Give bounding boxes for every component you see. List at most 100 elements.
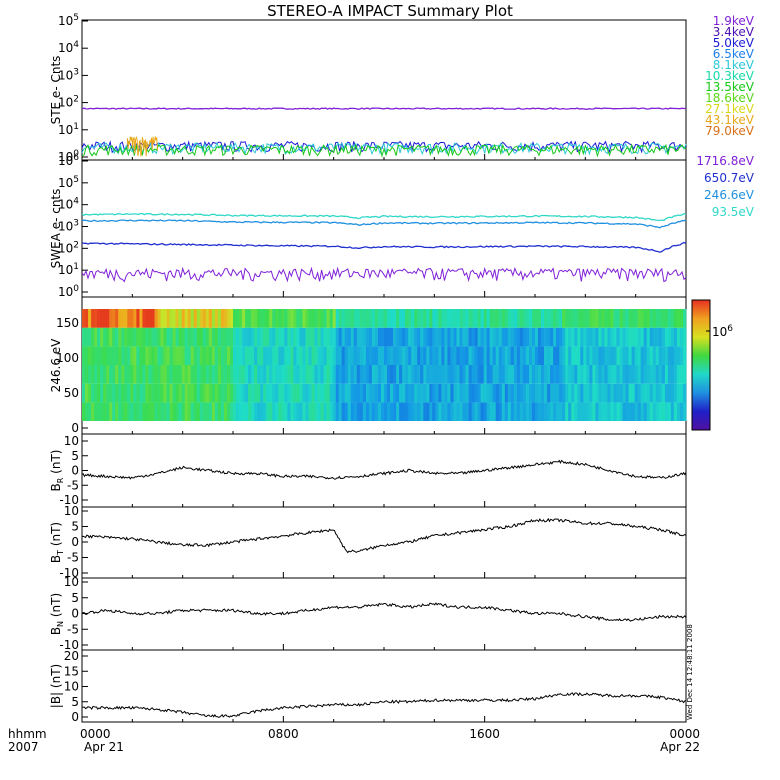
pad-cell <box>160 346 164 365</box>
pad-cell <box>399 383 403 403</box>
pad-cell <box>260 365 264 384</box>
pad-cell <box>281 327 285 347</box>
pad-cell <box>444 402 448 421</box>
pad-cell <box>154 327 158 347</box>
pad-cell <box>227 327 231 347</box>
pad-cell <box>353 327 358 347</box>
pad-cell <box>347 309 352 328</box>
pad-cell <box>302 402 306 421</box>
pad-cell <box>365 365 370 384</box>
pad-cell <box>640 383 645 403</box>
pad-cell <box>683 327 687 347</box>
pad-cell <box>296 327 300 347</box>
pad-cell <box>402 346 406 365</box>
pad-cell <box>281 383 285 403</box>
pad-cell <box>353 346 358 365</box>
pad-cell <box>628 383 632 403</box>
pad-cell <box>622 365 626 384</box>
pad-cell <box>495 365 500 384</box>
pad-cell <box>109 402 113 421</box>
pad-cell <box>302 309 306 328</box>
pad-cell <box>296 309 300 328</box>
pad-cell <box>396 402 400 421</box>
pad-cell <box>649 327 654 347</box>
pad-cell <box>658 327 663 347</box>
pad-cell <box>459 309 463 328</box>
pad-cell <box>577 402 581 421</box>
pad-cell <box>245 346 249 365</box>
pad-cell <box>510 365 515 384</box>
ste-series-3.4keV <box>81 140 687 154</box>
pad-cell <box>314 309 318 328</box>
pad-cell <box>160 365 164 384</box>
pad-cell <box>510 402 515 421</box>
swea-series-93.5eV <box>81 212 687 222</box>
pad-cell <box>616 327 620 347</box>
pad-cell <box>88 309 92 328</box>
pad-cell <box>571 309 575 328</box>
pad-cell <box>109 327 113 347</box>
pad-cell <box>483 402 488 421</box>
pad-cell <box>314 402 318 421</box>
pad-cell <box>613 402 617 421</box>
pad-cell <box>85 309 89 328</box>
pad-cell <box>305 309 309 328</box>
pad-cell <box>190 346 195 365</box>
pad-cell <box>181 309 186 328</box>
pad-cell <box>453 327 457 347</box>
pad-cell <box>323 309 327 328</box>
pad-cell <box>619 346 623 365</box>
pad-cell <box>384 346 388 365</box>
pad-cell <box>532 327 536 347</box>
pad-cell <box>643 309 648 328</box>
pad-cell <box>634 327 639 347</box>
pad-cell <box>625 365 629 384</box>
pad-cell <box>381 327 385 347</box>
pad-cell <box>82 402 86 421</box>
pad-cell <box>628 327 632 347</box>
pad-cell <box>275 309 279 328</box>
pad-cell <box>214 327 219 347</box>
ste-ylabel: STE e- Cnts <box>49 56 63 125</box>
colorbar: 106 <box>691 299 733 431</box>
pad-cell <box>634 402 639 421</box>
pad-cell <box>492 346 497 365</box>
pad-cell <box>616 402 620 421</box>
pad-cell <box>459 346 463 365</box>
pad-cell <box>305 346 309 365</box>
time-tick-date: Apr 22 <box>660 740 700 754</box>
pad-cell <box>115 402 119 421</box>
pad-cell <box>278 383 282 403</box>
pad-cell <box>163 402 167 421</box>
pad-cell <box>414 383 418 403</box>
pad-cell <box>613 346 617 365</box>
pad-cell <box>516 365 521 384</box>
pad-cell <box>88 365 92 384</box>
pad-cell <box>598 309 602 328</box>
pad-cell <box>535 365 539 384</box>
pad-cell <box>655 346 660 365</box>
pad-cell <box>477 346 481 365</box>
pad-cell <box>384 402 388 421</box>
pad-cell <box>263 365 267 384</box>
pad-cell <box>208 346 213 365</box>
pad-cell <box>374 383 379 403</box>
pad-cell <box>562 383 566 403</box>
pad-cell <box>157 402 161 421</box>
pad-cell <box>532 402 536 421</box>
pad-cell <box>257 327 261 347</box>
pad-cell <box>441 346 445 365</box>
pad-cell <box>227 309 231 328</box>
pad-cell <box>290 383 294 403</box>
pad-cell <box>553 309 557 328</box>
br-ytick-label: -10 <box>59 493 79 507</box>
pad-cell <box>598 402 602 421</box>
pad-cell <box>223 346 228 365</box>
pad-cell <box>673 402 678 421</box>
pad-cell <box>420 402 424 421</box>
pad-cell <box>118 402 122 421</box>
pad-cell <box>408 309 412 328</box>
pad-cell <box>643 346 648 365</box>
pad-cell <box>368 402 373 421</box>
pad-cell <box>601 309 605 328</box>
